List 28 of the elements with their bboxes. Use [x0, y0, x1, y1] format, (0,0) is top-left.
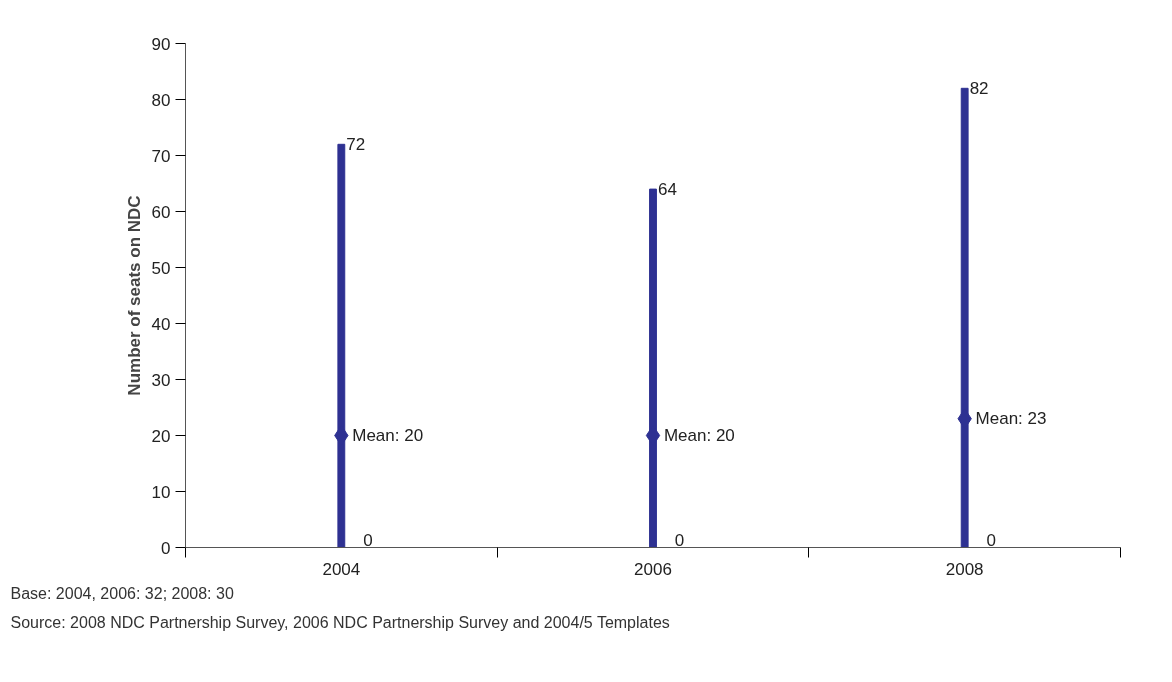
y-tick-label: 90: [151, 34, 171, 54]
data-label: Mean: 23: [975, 409, 1047, 429]
data-label: 64: [657, 180, 677, 200]
y-tick-label: 60: [151, 202, 171, 222]
data-label: Mean: 20: [352, 426, 424, 445]
annotation: 0: [674, 530, 685, 550]
data-label: 72: [346, 135, 366, 155]
y-axis-title: Number of seats on NDC: [124, 195, 144, 396]
text: Base: 2004, 2006: 32; 2008: 30: [10, 584, 234, 602]
y-tick-label: 70: [151, 146, 171, 166]
annotation: 0: [986, 530, 996, 550]
y-tick-label: 40: [151, 314, 171, 334]
y-tick-label: 50: [151, 258, 171, 278]
y-tick-label: 0: [161, 538, 171, 558]
bar: [649, 188, 657, 548]
y-tick-label: 20: [151, 426, 171, 446]
bar: [960, 87, 969, 548]
data-label: Mean: 20: [663, 426, 735, 445]
data-label: 82: [969, 79, 989, 99]
x-tick-label: 2006: [634, 559, 672, 579]
y-tick-label: 10: [151, 482, 171, 502]
y-tick-label: 80: [151, 90, 171, 110]
x-tick-label: 2004: [322, 559, 361, 579]
x-tick-label: 2008: [945, 559, 984, 579]
source-note: Source: 2008 NDC Partnership Survey, 2006 NDC Partnership Survey and 2004/5 Templates: [10, 613, 670, 631]
annotation: 0: [363, 530, 373, 550]
bar: [337, 143, 346, 548]
y-tick-label: 30: [151, 370, 171, 390]
